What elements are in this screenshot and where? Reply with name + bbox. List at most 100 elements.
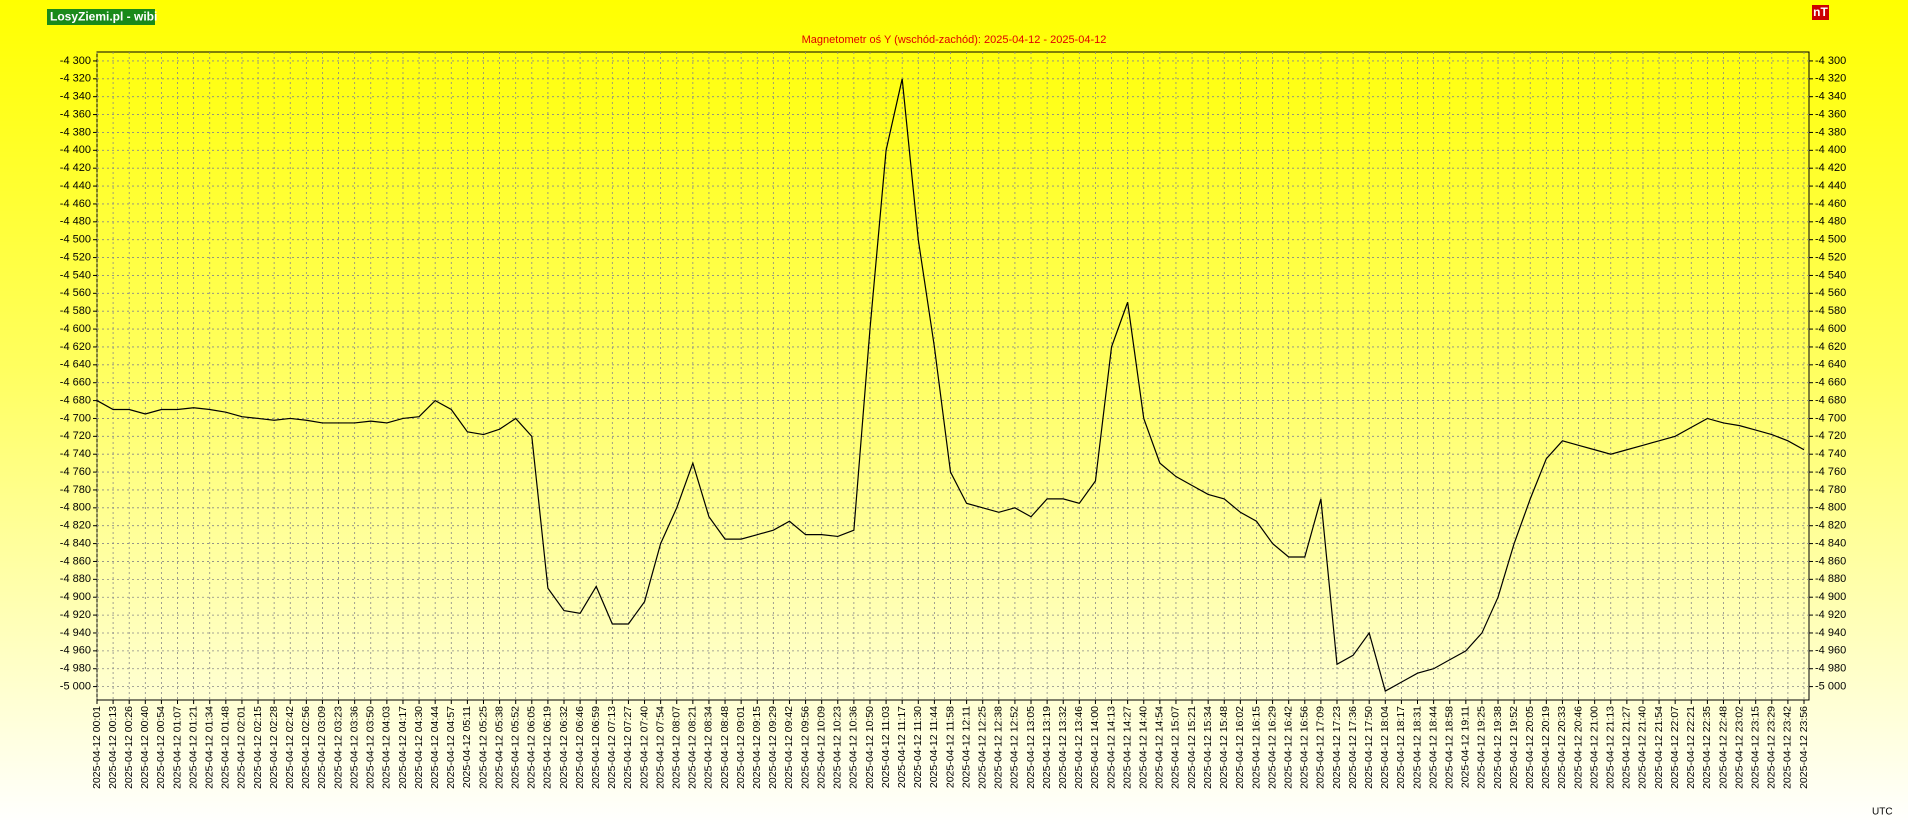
x-tick-label: 2025-04-12 05:52 xyxy=(509,706,521,789)
x-tick-label: 2025-04-12 04:17 xyxy=(397,706,409,789)
y-tick-label: -4 660 xyxy=(60,377,91,389)
x-tick-label: 2025-04-12 04:30 xyxy=(413,706,425,789)
x-tick-label: 2025-04-12 19:25 xyxy=(1476,706,1488,789)
x-tick-label: 2025-04-12 07:13 xyxy=(606,706,618,789)
x-tick-label: 2025-04-12 13:05 xyxy=(1025,706,1037,789)
x-tick-label: 2025-04-12 17:50 xyxy=(1363,706,1375,789)
y-tick-label: -4 460 xyxy=(60,198,91,210)
y-tick-label: -4 920 xyxy=(60,609,91,621)
y2-tick-label: -4 500 xyxy=(1815,234,1846,246)
x-tick-label: 2025-04-12 02:15 xyxy=(252,706,264,789)
y2-tick-label: -4 580 xyxy=(1815,305,1846,317)
x-tick-label: 2025-04-12 17:09 xyxy=(1315,706,1327,789)
y2-tick-label: -4 300 xyxy=(1815,55,1846,67)
y2-tick-label: -4 520 xyxy=(1815,251,1846,263)
x-tick-label: 2025-04-12 00:54 xyxy=(155,706,167,789)
x-tick-label: 2025-04-12 10:09 xyxy=(815,706,827,789)
x-tick-label: 2025-04-12 07:40 xyxy=(638,706,650,789)
y2-tick-label: -4 860 xyxy=(1815,555,1846,567)
y-tick-label: -4 760 xyxy=(60,466,91,478)
y-tick-label: -4 500 xyxy=(60,234,91,246)
y2-tick-label: -4 400 xyxy=(1815,144,1846,156)
x-tick-label: 2025-04-12 04:03 xyxy=(381,706,393,789)
x-tick-label: 2025-04-12 11:30 xyxy=(912,706,924,788)
x-tick-label: 2025-04-12 01:07 xyxy=(171,706,183,789)
y-tick-label: -4 840 xyxy=(60,537,91,549)
chart-title: Magnetometr oś Y (wschód-zachód): 2025-0… xyxy=(802,34,1107,46)
y2-tick-label: -4 380 xyxy=(1815,126,1846,138)
x-tick-label: 2025-04-12 23:29 xyxy=(1766,706,1778,789)
x-tick-label: 2025-04-12 09:01 xyxy=(735,706,747,789)
x-tick-label: 2025-04-12 18:58 xyxy=(1443,706,1455,789)
x-tick-label: 2025-04-12 12:38 xyxy=(993,706,1005,789)
x-tick-label: 2025-04-12 11:44 xyxy=(928,706,940,788)
x-tick-label: 2025-04-12 13:19 xyxy=(1041,706,1053,789)
x-tick-label: 2025-04-12 09:15 xyxy=(751,706,763,789)
y-tick-label: -4 580 xyxy=(60,305,91,317)
y-tick-label: -4 740 xyxy=(60,448,91,460)
y-tick-label: -4 360 xyxy=(60,108,91,120)
y2-tick-label: -4 840 xyxy=(1815,537,1846,549)
x-tick-label: 2025-04-12 04:57 xyxy=(445,706,457,789)
x-tick-label: 2025-04-12 05:25 xyxy=(477,706,489,789)
y-tick-label: -4 440 xyxy=(60,180,91,192)
y2-tick-label: -4 620 xyxy=(1815,341,1846,353)
y2-tick-label: -4 420 xyxy=(1815,162,1846,174)
x-tick-label: 2025-04-12 21:00 xyxy=(1588,706,1600,789)
y-tick-label: -4 520 xyxy=(60,251,91,263)
x-tick-label: 2025-04-12 03:50 xyxy=(365,706,377,789)
y-tick-label: -5 000 xyxy=(60,680,91,692)
y-tick-label: -4 300 xyxy=(60,55,91,67)
x-tick-label: 2025-04-12 08:07 xyxy=(671,706,683,789)
y-tick-label: -4 340 xyxy=(60,91,91,103)
y2-tick-label: -4 960 xyxy=(1815,645,1846,657)
x-tick-label: 2025-04-12 00:01 xyxy=(91,706,103,789)
x-tick-label: 2025-04-12 11:17 xyxy=(896,706,908,788)
x-tick-label: 2025-04-12 22:21 xyxy=(1685,706,1697,789)
y-tick-label: -4 600 xyxy=(60,323,91,335)
y2-tick-label: -4 800 xyxy=(1815,502,1846,514)
timezone-label: UTC xyxy=(1872,807,1893,818)
x-tick-label: 2025-04-12 20:05 xyxy=(1524,706,1536,789)
x-tick-label: 2025-04-12 02:42 xyxy=(284,706,296,789)
site-label: LosyZiemi.pl - wibi xyxy=(50,10,157,24)
x-tick-label: 2025-04-12 18:04 xyxy=(1379,706,1391,789)
x-tick-label: 2025-04-12 00:13 xyxy=(107,706,119,789)
y2-tick-label: -4 680 xyxy=(1815,394,1846,406)
x-tick-label: 2025-04-12 23:15 xyxy=(1749,706,1761,789)
x-tick-label: 2025-04-12 16:56 xyxy=(1299,706,1311,789)
x-tick-label: 2025-04-12 23:42 xyxy=(1782,706,1794,789)
y-tick-label: -4 960 xyxy=(60,645,91,657)
y-tick-label: -4 540 xyxy=(60,269,91,281)
x-tick-label: 2025-04-12 00:26 xyxy=(123,706,135,789)
x-tick-label: 2025-04-12 21:27 xyxy=(1621,706,1633,789)
x-tick-label: 2025-04-12 19:38 xyxy=(1492,706,1504,789)
y2-tick-label: -5 000 xyxy=(1815,680,1846,692)
x-tick-label: 2025-04-12 13:46 xyxy=(1073,706,1085,789)
x-tick-label: 2025-04-12 14:40 xyxy=(1138,706,1150,789)
y2-tick-label: -4 920 xyxy=(1815,609,1846,621)
y2-tick-label: -4 980 xyxy=(1815,663,1846,675)
y2-tick-label: -4 720 xyxy=(1815,430,1846,442)
y2-tick-label: -4 880 xyxy=(1815,573,1846,585)
x-tick-label: 2025-04-12 06:46 xyxy=(574,706,586,789)
x-tick-label: 2025-04-12 08:21 xyxy=(687,706,699,789)
y-tick-label: -4 400 xyxy=(60,144,91,156)
x-tick-label: 2025-04-12 14:54 xyxy=(1154,706,1166,789)
x-tick-label: 2025-04-12 09:29 xyxy=(767,706,779,789)
x-tick-label: 2025-04-12 22:07 xyxy=(1669,706,1681,789)
x-tick-label: 2025-04-12 06:32 xyxy=(558,706,570,789)
y-tick-label: -4 800 xyxy=(60,502,91,514)
y2-tick-label: -4 700 xyxy=(1815,412,1846,424)
y-tick-label: -4 880 xyxy=(60,573,91,585)
y-tick-label: -4 620 xyxy=(60,341,91,353)
y-tick-label: -4 480 xyxy=(60,216,91,228)
y-tick-label: -4 860 xyxy=(60,555,91,567)
y2-tick-label: -4 540 xyxy=(1815,269,1846,281)
y-tick-label: -4 780 xyxy=(60,484,91,496)
x-tick-label: 2025-04-12 01:21 xyxy=(187,706,199,789)
y2-tick-label: -4 940 xyxy=(1815,627,1846,639)
x-tick-label: 2025-04-12 08:48 xyxy=(719,706,731,789)
